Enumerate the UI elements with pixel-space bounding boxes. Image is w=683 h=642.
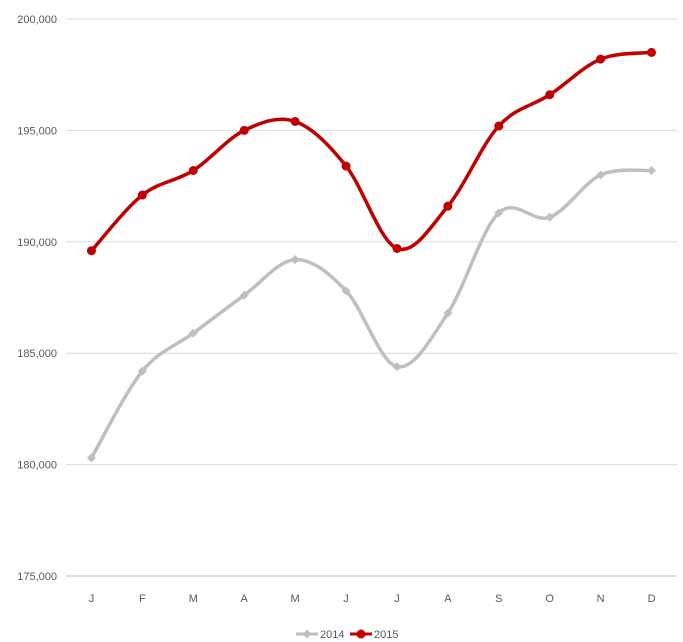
data-point	[239, 290, 249, 300]
data-point	[290, 116, 300, 126]
legend-item-2015: 2015	[350, 629, 398, 641]
data-point	[596, 54, 606, 64]
x-tick-label: J	[343, 593, 349, 605]
data-point	[443, 308, 453, 318]
legend-item-2014: 2014	[296, 629, 344, 641]
x-tick-label: J	[394, 593, 400, 605]
data-point	[443, 201, 453, 211]
y-tick-label: 195,000	[17, 125, 57, 137]
series-2014	[86, 166, 657, 463]
data-point	[239, 125, 249, 135]
legend-label: 2014	[320, 629, 344, 641]
y-tick-label: 185,000	[17, 348, 57, 360]
y-tick-label: 190,000	[17, 237, 57, 249]
data-point	[290, 255, 300, 265]
data-point	[341, 286, 351, 296]
y-tick-label: 180,000	[17, 460, 57, 472]
x-tick-label: A	[241, 593, 249, 605]
series-group	[86, 47, 657, 463]
data-point	[86, 246, 96, 256]
data-point	[137, 190, 147, 200]
series-line-2015	[89, 50, 654, 253]
y-axis-tick-labels: 175,000 180,000 185,000 190,000 195,000 200,0…	[17, 14, 57, 583]
data-point	[392, 362, 402, 372]
legend-swatch-marker	[302, 629, 312, 639]
gridlines	[66, 18, 677, 466]
legend-swatch-marker	[356, 629, 366, 639]
data-point	[188, 328, 198, 338]
data-point	[494, 208, 504, 218]
data-point	[494, 121, 504, 131]
data-point	[341, 161, 351, 171]
data-point	[137, 366, 147, 376]
data-point	[545, 90, 555, 100]
x-tick-label: J	[89, 593, 95, 605]
x-tick-label: O	[545, 593, 554, 605]
x-tick-label: M	[291, 593, 300, 605]
data-point	[545, 212, 555, 222]
x-tick-label: F	[139, 593, 146, 605]
x-tick-label: D	[648, 593, 656, 605]
x-tick-label: N	[597, 593, 605, 605]
data-point	[647, 47, 657, 57]
x-tick-label: A	[444, 593, 452, 605]
x-tick-label: S	[495, 593, 502, 605]
data-point	[188, 166, 198, 176]
legend: 2014 2015	[296, 629, 398, 641]
data-point	[647, 166, 657, 176]
data-point	[596, 170, 606, 180]
legend-label: 2015	[374, 629, 398, 641]
y-tick-label: 200,000	[17, 14, 57, 26]
data-point	[86, 453, 96, 463]
data-point	[392, 243, 402, 253]
y-tick-label: 175,000	[17, 571, 57, 583]
x-tick-label: M	[189, 593, 198, 605]
series-2015	[86, 47, 657, 256]
